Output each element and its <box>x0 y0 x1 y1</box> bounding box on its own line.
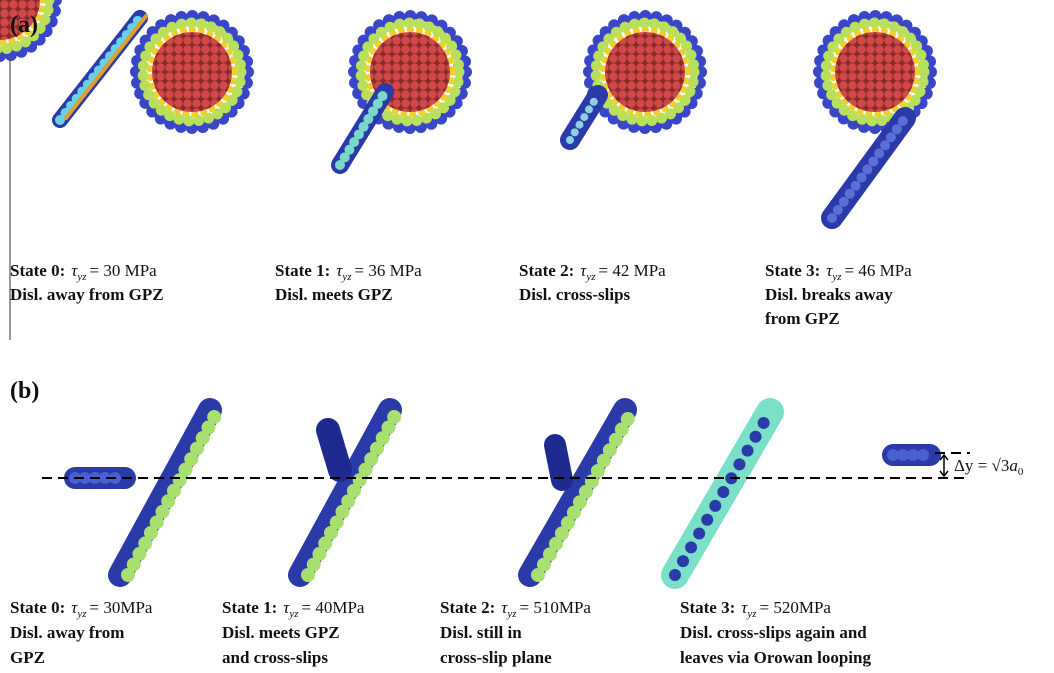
state-description: cross-slip plane <box>440 648 552 667</box>
rendering-b <box>75 410 930 575</box>
tau-sub: yz <box>746 608 757 620</box>
state-name: State 1: <box>275 261 330 280</box>
state-description: and cross-slips <box>222 648 328 667</box>
state-description: leaves via Orowan looping <box>680 648 871 667</box>
panel-label: (a) <box>10 12 38 38</box>
state-description: from GPZ <box>765 309 840 328</box>
state-caption: State 0:τyz= 30MPa <box>10 598 153 620</box>
figure: Δy = √3a0 (a) State 0:τyz= 30 MPa Disl. aw… <box>0 0 1054 673</box>
state-name: State 0: <box>10 598 65 617</box>
tau-sub: yz <box>76 271 87 283</box>
stress-value: = 510MPa <box>520 598 592 617</box>
rendering-a <box>0 0 931 218</box>
tau-sub: yz <box>341 271 352 283</box>
state-name: State 2: <box>440 598 495 617</box>
state-name: State 3: <box>680 598 735 617</box>
state-name: State 1: <box>222 598 277 617</box>
state-name: State 2: <box>519 261 574 280</box>
state-description: GPZ <box>10 648 45 667</box>
stress-value: = 40MPa <box>302 598 365 617</box>
state-caption: State 2:τyz= 42 MPa <box>519 261 666 283</box>
state-caption: State 3:τyz= 46 MPa <box>765 261 912 283</box>
offset-arrow <box>940 455 948 476</box>
state-description: Disl. away from <box>10 623 124 642</box>
state-caption: State 0:τyz= 30 MPa <box>10 261 157 283</box>
state-name: State 3: <box>765 261 820 280</box>
state-description: Disl. still in <box>440 623 522 642</box>
tau-sub: yz <box>76 608 87 620</box>
tau-sub: yz <box>831 271 842 283</box>
state-description: Disl. breaks away <box>765 285 893 304</box>
stress-value: = 36 MPa <box>355 261 423 280</box>
state-description: Disl. away from GPZ <box>10 285 164 304</box>
state-caption: State 2:τyz= 510MPa <box>440 598 591 620</box>
state-description: Disl. cross-slips <box>519 285 631 304</box>
stress-value: = 30MPa <box>90 598 153 617</box>
stress-value: = 520MPa <box>760 598 832 617</box>
state-description: Disl. cross-slips again and <box>680 623 867 642</box>
state-caption: State 1:τyz= 36 MPa <box>275 261 422 283</box>
state-name: State 0: <box>10 261 65 280</box>
state-description: Disl. meets GPZ <box>275 285 393 304</box>
stress-value: = 42 MPa <box>599 261 667 280</box>
tau-sub: yz <box>585 271 596 283</box>
tau-sub: yz <box>288 608 299 620</box>
offset-label: Δy = √3a0 <box>954 456 1024 478</box>
panel-label: (b) <box>10 378 39 404</box>
state-caption: State 1:τyz= 40MPa <box>222 598 365 620</box>
state-description: Disl. meets GPZ <box>222 623 340 642</box>
tau-sub: yz <box>506 608 517 620</box>
stress-value: = 46 MPa <box>845 261 913 280</box>
stress-value: = 30 MPa <box>90 261 158 280</box>
state-caption: State 3:τyz= 520MPa <box>680 598 831 620</box>
